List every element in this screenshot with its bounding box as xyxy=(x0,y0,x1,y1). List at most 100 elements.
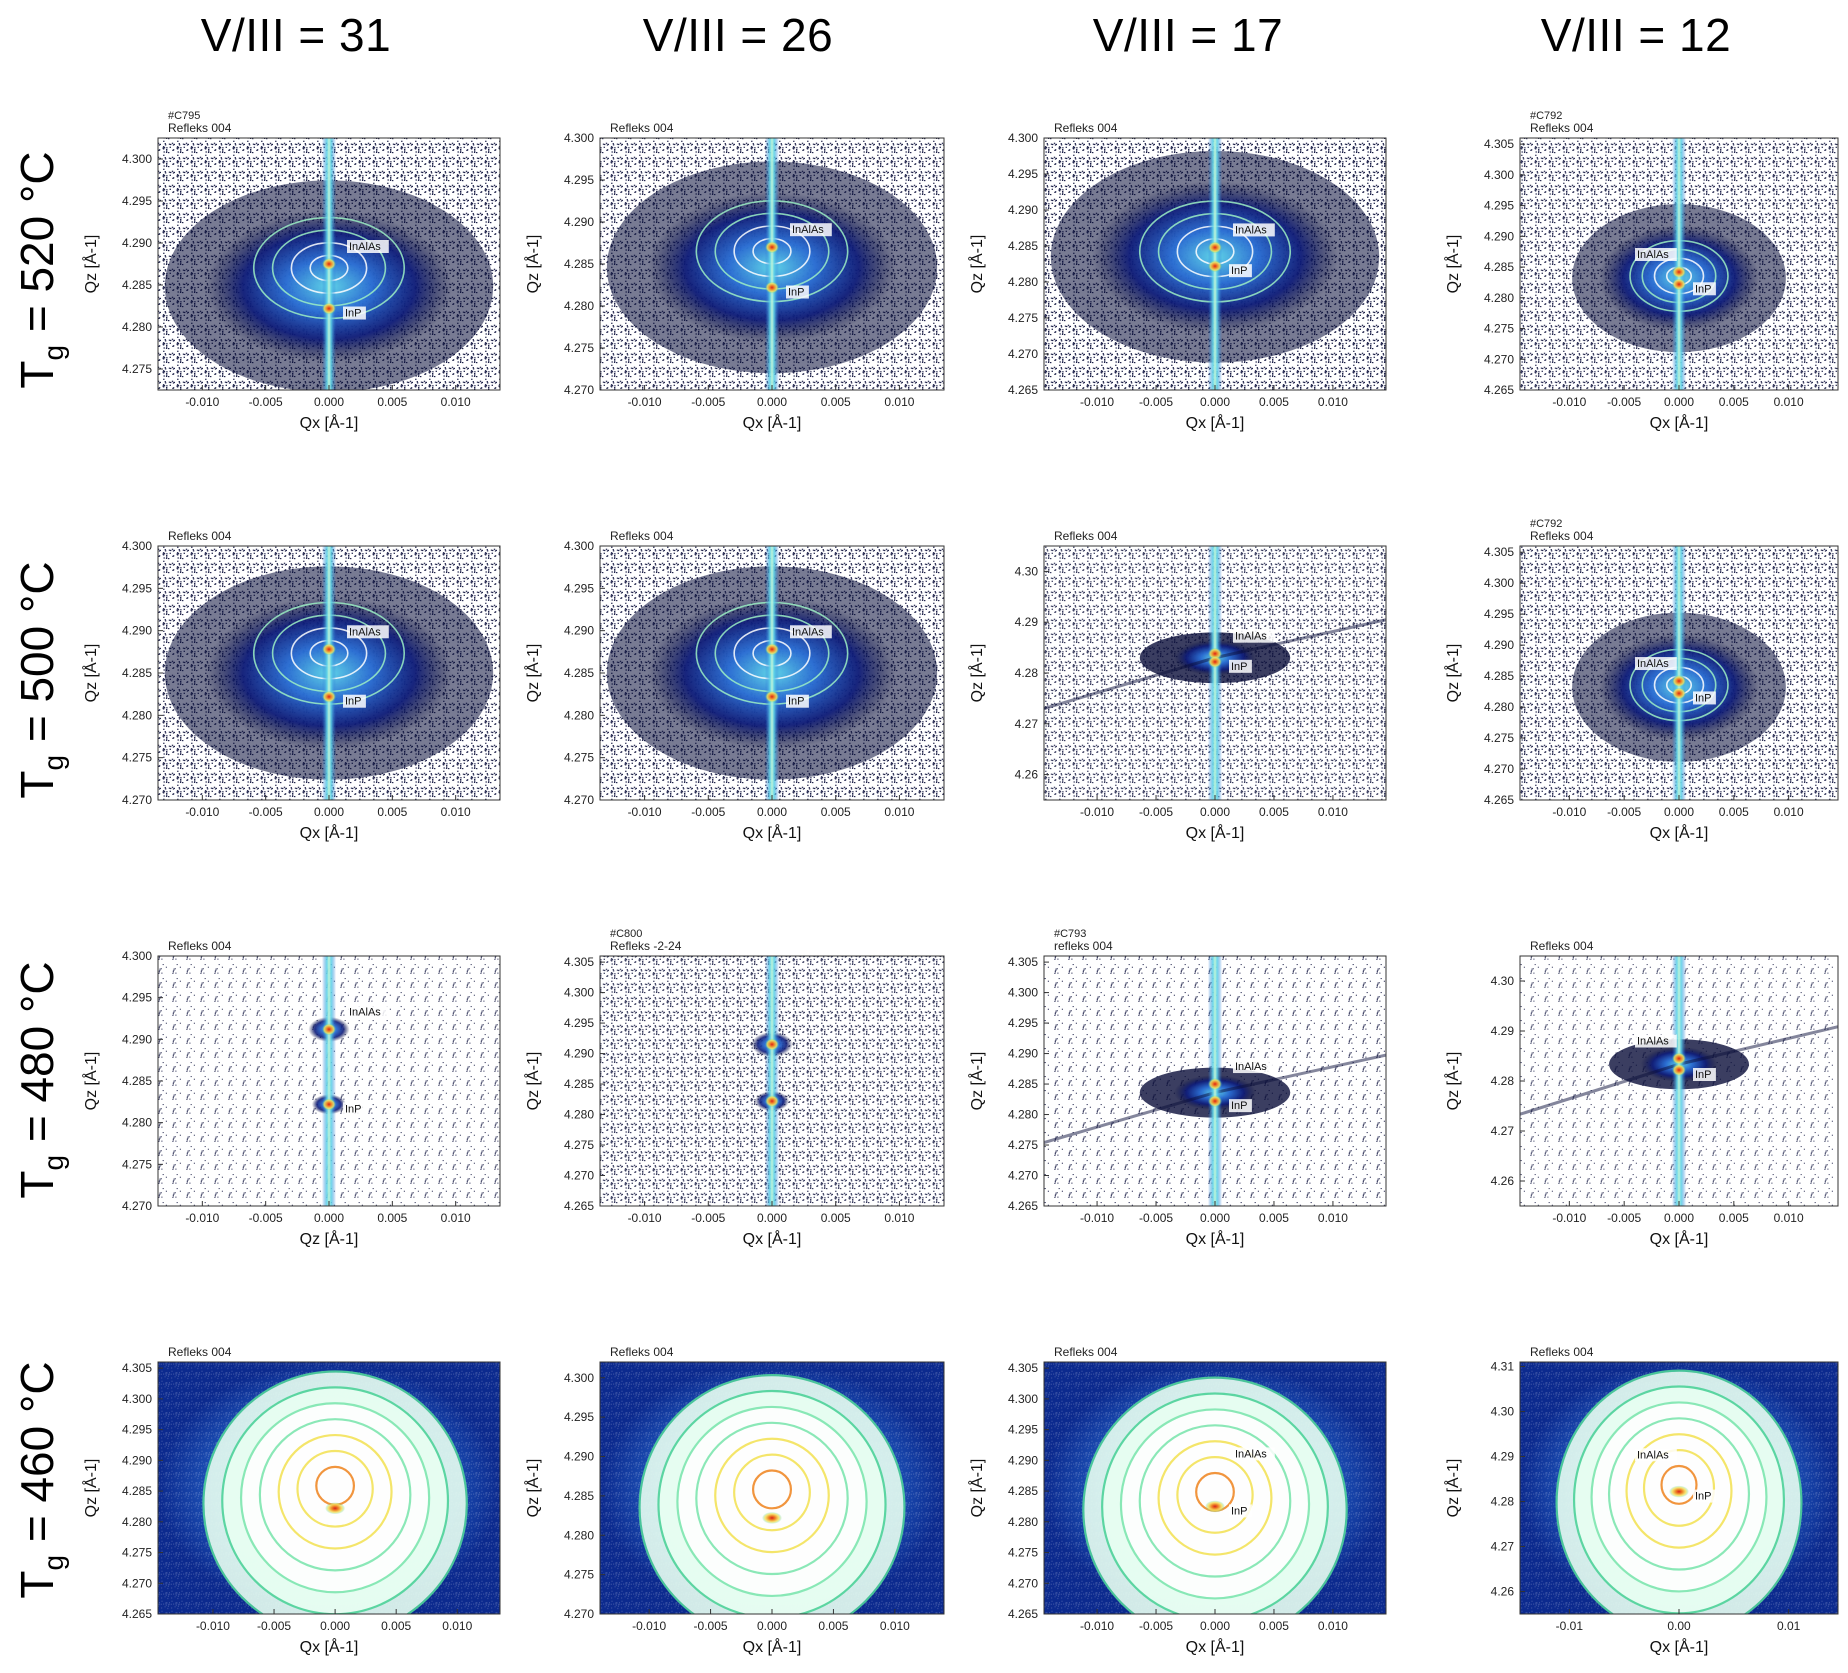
y-tick-label: 4.280 xyxy=(564,1528,594,1542)
peak-label-bg xyxy=(1635,1448,1677,1462)
peak-label: InAlAs xyxy=(1235,631,1267,643)
x-tick-label: -0.010 xyxy=(1080,1211,1114,1225)
y-tick-label: 4.305 xyxy=(1484,137,1514,151)
x-tick-label: 0.000 xyxy=(757,395,787,409)
x-tick-label: -0.005 xyxy=(249,805,283,819)
peak-marker xyxy=(1672,1052,1686,1065)
y-tick-label: 4.275 xyxy=(564,1138,594,1152)
peak-marker xyxy=(765,1095,779,1108)
x-tick-label: 0.005 xyxy=(377,805,407,819)
peak-label: InAlAs xyxy=(1637,249,1669,261)
peak-marker xyxy=(765,690,779,703)
y-tick-label: 4.30 xyxy=(1015,564,1039,578)
sample-id: #C795 xyxy=(168,110,200,122)
x-tick-label: 0.000 xyxy=(757,805,787,819)
column-header-vIII-26: V/III = 26 xyxy=(642,9,834,61)
peak-marker xyxy=(1672,265,1686,278)
y-tick-label: 4.285 xyxy=(564,257,594,271)
y-tick-label: 4.305 xyxy=(564,955,594,969)
y-tick-label: 4.300 xyxy=(1008,986,1038,1000)
y-tick-label: 4.290 xyxy=(564,215,594,229)
peak-label-bg xyxy=(1229,1099,1252,1113)
y-tick-label: 4.270 xyxy=(122,1576,152,1590)
substrate-rod xyxy=(765,546,779,800)
x-tick-label: 0.000 xyxy=(1200,395,1230,409)
x-tick-label: 0.010 xyxy=(884,395,914,409)
y-tick-label: 4.295 xyxy=(1484,607,1514,621)
x-tick-label: 0.005 xyxy=(1259,805,1289,819)
y-tick-label: 4.275 xyxy=(1484,731,1514,745)
x-tick-label: 0.005 xyxy=(1719,805,1749,819)
y-tick-label: 4.285 xyxy=(122,1074,152,1088)
peak-label: InP xyxy=(1695,1069,1712,1081)
rsm-panel-r0c3: InAlAs InP Refleks 004#C792 -0.010 -0.005 0.0… xyxy=(1443,110,1839,432)
y-tick-label: 4.26 xyxy=(1015,768,1039,782)
peak-label-bg xyxy=(347,1005,389,1019)
sample-id: #C792 xyxy=(1530,110,1562,122)
peak-marker xyxy=(1672,278,1686,291)
y-axis-label: Qz [Å-1] xyxy=(967,644,986,703)
peak-label-bg xyxy=(1693,1068,1716,1081)
y-tick-label: 4.280 xyxy=(122,1515,152,1529)
peak-label: InP xyxy=(1695,692,1712,704)
x-tick-label: -0.010 xyxy=(185,395,219,409)
y-tick-label: 4.28 xyxy=(1015,666,1039,680)
x-axis-label: Qx [Å-1] xyxy=(1650,1229,1709,1248)
y-tick-label: 4.275 xyxy=(122,751,152,765)
x-tick-label: -0.010 xyxy=(1552,395,1586,409)
peak-marker xyxy=(1208,260,1222,273)
x-tick-label: -0.010 xyxy=(185,805,219,819)
reflection-label: Refleks 004 xyxy=(168,121,232,135)
peak-label: InAlAs xyxy=(349,626,381,638)
peak-label-bg xyxy=(1635,247,1677,261)
y-tick-label: 4.275 xyxy=(564,341,594,355)
y-tick-label: 4.290 xyxy=(122,1032,152,1046)
reflection-label: Refleks 004 xyxy=(610,121,674,135)
x-axis-label: Qx [Å-1] xyxy=(743,413,802,432)
rsm-panel-r1c1: InAlAs InP Refleks 004 -0.010 -0.005 0.000 0.0… xyxy=(523,529,945,842)
peak-marker xyxy=(322,1023,336,1036)
y-axis-label: Qz [Å-1] xyxy=(523,1459,542,1518)
y-axis-label: Qz [Å-1] xyxy=(81,1052,100,1111)
x-tick-label: 0.000 xyxy=(314,1211,344,1225)
y-tick-label: 4.295 xyxy=(122,991,152,1005)
reflection-label: Refleks 004 xyxy=(1054,529,1118,543)
x-axis-label: Qx [Å-1] xyxy=(300,1637,359,1656)
y-tick-label: 4.290 xyxy=(122,1453,152,1467)
peak-label: InAlAs xyxy=(349,241,381,253)
y-tick-label: 4.265 xyxy=(1008,1199,1038,1213)
x-axis-label: Qx [Å-1] xyxy=(1186,1637,1245,1656)
y-tick-label: 4.265 xyxy=(564,1199,594,1213)
peak-marker xyxy=(765,241,779,254)
x-tick-label: -0.010 xyxy=(632,1619,666,1633)
reflection-label: refleks 004 xyxy=(1054,939,1113,953)
peak-label: InAlAs xyxy=(1235,224,1267,236)
x-axis-label: Qx [Å-1] xyxy=(743,823,802,842)
peak-marker xyxy=(1669,1485,1689,1498)
x-tick-label: 0.000 xyxy=(757,1211,787,1225)
rsm-panel-r3c2: InAlAs InP Refleks 004 -0.010 -0.005 0.000 0.0… xyxy=(967,1345,1387,1656)
x-tick-label: -0.010 xyxy=(1552,805,1586,819)
x-tick-label: 0.005 xyxy=(1259,1211,1289,1225)
y-axis-label: Qz [Å-1] xyxy=(81,1459,100,1518)
peak-label-bg xyxy=(790,625,832,639)
peak-marker xyxy=(1672,687,1686,700)
reflection-label: Refleks 004 xyxy=(168,1345,232,1359)
peak-marker xyxy=(322,1098,336,1111)
y-tick-label: 4.270 xyxy=(564,1169,594,1183)
y-tick-label: 4.270 xyxy=(1484,762,1514,776)
x-tick-label: 0.010 xyxy=(1318,1211,1348,1225)
peak-label-bg xyxy=(1233,1447,1275,1461)
peak-label: InAlAs xyxy=(1637,658,1669,670)
x-tick-label: -0.005 xyxy=(694,1619,728,1633)
y-tick-label: 4.31 xyxy=(1491,1360,1515,1374)
peak-label: InAlAs xyxy=(792,626,824,638)
y-axis-label: Qz [Å-1] xyxy=(523,644,542,703)
rsm-panel-r0c2: InAlAs InP Refleks 004 -0.010 -0.005 0.000 0.0… xyxy=(967,121,1387,432)
y-tick-label: 4.290 xyxy=(564,1450,594,1464)
x-axis-label: Qx [Å-1] xyxy=(743,1229,802,1248)
x-tick-label: 0.005 xyxy=(1259,395,1289,409)
reflection-label: Refleks 004 xyxy=(610,1345,674,1359)
y-tick-label: 4.270 xyxy=(1008,347,1038,361)
